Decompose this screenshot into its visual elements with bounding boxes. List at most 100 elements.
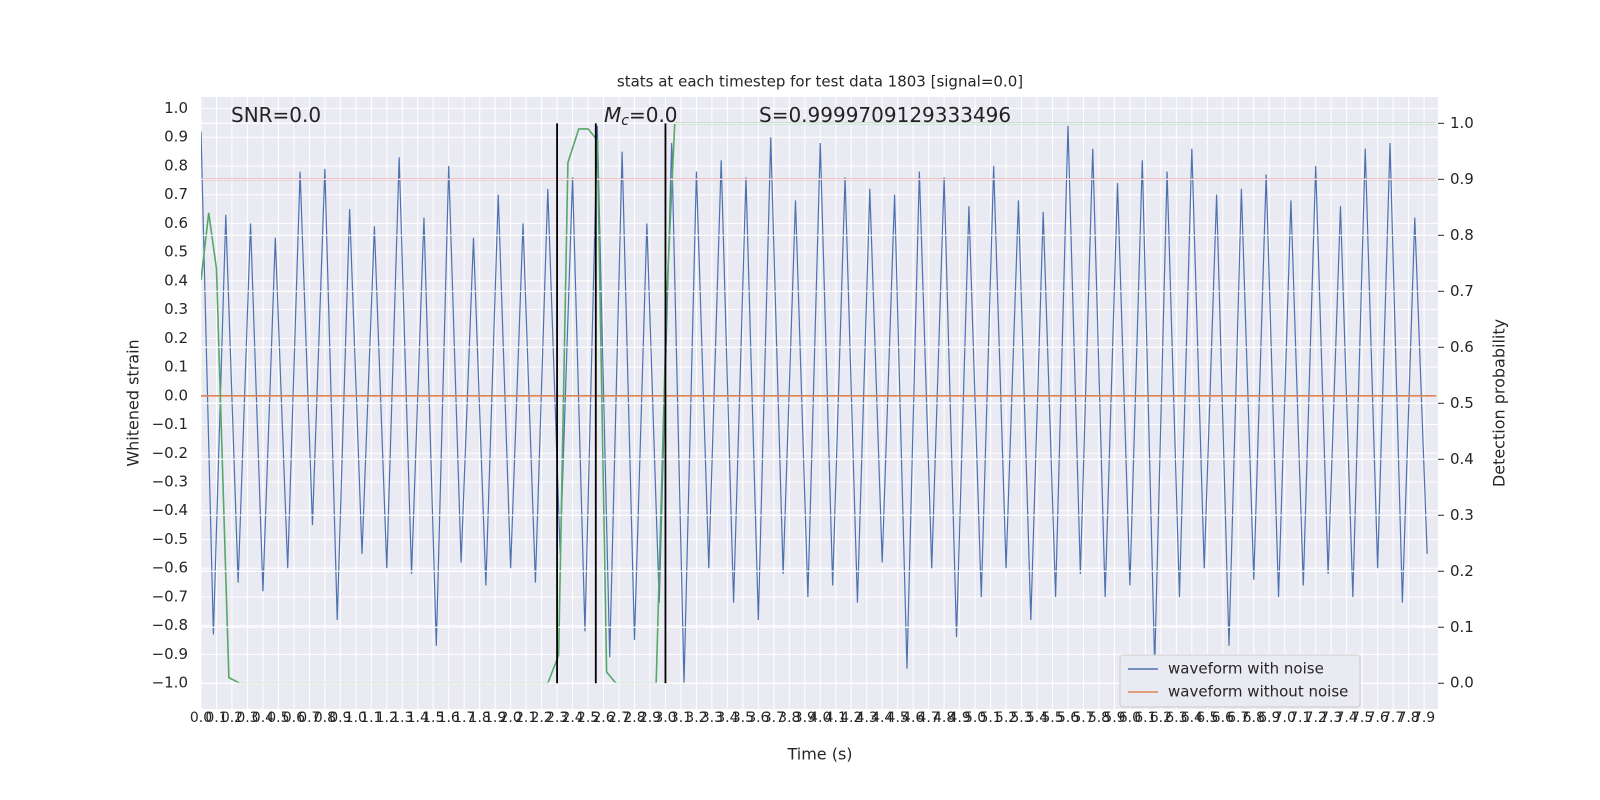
x-tick-label: 0.8 bbox=[314, 710, 336, 726]
x-tick-label: 7.4 bbox=[1336, 710, 1358, 726]
x-tick-label: 3.2 bbox=[685, 710, 707, 726]
x-tick-label: 3.7 bbox=[763, 710, 785, 726]
x-tick-label: 5.5 bbox=[1041, 710, 1063, 726]
y-tick-label: 0.5 bbox=[164, 243, 188, 261]
x-tick-label: 4.2 bbox=[840, 710, 862, 726]
x-tick-label: 4.5 bbox=[887, 710, 909, 726]
y-tick-label: −0.9 bbox=[152, 645, 188, 663]
y-tick-label: −0.7 bbox=[152, 587, 188, 605]
x-tick-label: 1.2 bbox=[376, 710, 398, 726]
x-tick-label: 2.2 bbox=[530, 710, 552, 726]
y2-axis-label: Detection probability bbox=[1490, 319, 1509, 487]
y-tick-label: −0.1 bbox=[152, 415, 188, 433]
x-tick-label: 6.9 bbox=[1258, 710, 1280, 726]
y-tick-label: 0.6 bbox=[164, 214, 188, 232]
y2-tick-label: 0.4 bbox=[1450, 450, 1474, 468]
y-tick-label: 0.1 bbox=[164, 358, 188, 376]
y-axis-label: Whitened strain bbox=[124, 339, 143, 466]
y-tick-label: 0.4 bbox=[164, 271, 188, 289]
annotation-subscript: c bbox=[621, 113, 629, 129]
x-tick-label: 7.3 bbox=[1320, 710, 1342, 726]
x-tick-label: 6.5 bbox=[1196, 710, 1218, 726]
y2-tick-label: 0.2 bbox=[1450, 562, 1474, 580]
x-tick-label: 5.8 bbox=[1088, 710, 1110, 726]
x-tick-label: 4.4 bbox=[871, 710, 893, 726]
annotation-text: SNR=0.0 bbox=[231, 103, 321, 127]
x-tick-label: 7.7 bbox=[1382, 710, 1404, 726]
y-tick-label: −0.5 bbox=[152, 530, 188, 548]
x-tick-label: 6.7 bbox=[1227, 710, 1249, 726]
y-tick-label: 0.7 bbox=[164, 185, 188, 203]
y-tick-label: −0.4 bbox=[152, 501, 188, 519]
x-tick-label: 3.5 bbox=[732, 710, 754, 726]
x-tick-label: 5.4 bbox=[1026, 710, 1048, 726]
x-tick-label: 7.9 bbox=[1413, 710, 1435, 726]
annotation: SNR=0.0 bbox=[231, 103, 321, 127]
annotation: S=0.9999709129333496 bbox=[759, 103, 1011, 127]
y-tick-label: 0.0 bbox=[164, 386, 188, 404]
x-tick-label: 1.7 bbox=[453, 710, 475, 726]
x-tick-label: 3.9 bbox=[794, 710, 816, 726]
x-tick-label: 4.8 bbox=[933, 710, 955, 726]
annotation: Mc=0.0 bbox=[604, 103, 678, 130]
x-tick-label: 1.4 bbox=[407, 710, 429, 726]
x-tick-label: 3.4 bbox=[716, 710, 738, 726]
x-tick-label: 1.6 bbox=[438, 710, 460, 726]
annotation-text: M bbox=[604, 103, 621, 127]
x-tick-label: 7.5 bbox=[1351, 710, 1373, 726]
x-tick-label: 3.3 bbox=[701, 710, 723, 726]
x-tick-label: 0.6 bbox=[283, 710, 305, 726]
y-tick-label: −0.6 bbox=[152, 559, 188, 577]
x-tick-label: 1.8 bbox=[469, 710, 491, 726]
x-axis-label: Time (s) bbox=[786, 745, 852, 764]
x-tick-label: 3.0 bbox=[654, 710, 676, 726]
x-tick-label: 2.1 bbox=[515, 710, 537, 726]
x-tick-label: 6.6 bbox=[1212, 710, 1234, 726]
y2-tick-label: 0.6 bbox=[1450, 338, 1474, 356]
x-tick-label: 1.0 bbox=[345, 710, 367, 726]
y-tick-label: 0.2 bbox=[164, 329, 188, 347]
plot-lines bbox=[201, 122, 1438, 685]
x-tick-label: 4.7 bbox=[918, 710, 940, 726]
x-tick-label: 7.2 bbox=[1305, 710, 1327, 726]
x-tick-label: 2.8 bbox=[623, 710, 645, 726]
y-tick-label: 0.3 bbox=[164, 300, 188, 318]
x-tick-label: 6.4 bbox=[1181, 710, 1203, 726]
x-tick-label: 1.5 bbox=[422, 710, 444, 726]
x-tick-label: 3.1 bbox=[670, 710, 692, 726]
x-tick-label: 1.9 bbox=[484, 710, 506, 726]
x-tick-label: 7.8 bbox=[1397, 710, 1419, 726]
x-tick-label: 4.0 bbox=[809, 710, 831, 726]
x-tick-label: 7.1 bbox=[1289, 710, 1311, 726]
x-tick-label: 5.1 bbox=[979, 710, 1001, 726]
y2-tick-label: 0.0 bbox=[1450, 674, 1474, 692]
series-line bbox=[201, 122, 1437, 685]
series-line bbox=[201, 125, 1428, 684]
y-tick-label: −1.0 bbox=[152, 674, 188, 692]
x-tick-label: 0.4 bbox=[252, 710, 274, 726]
x-tick-label: 6.2 bbox=[1150, 710, 1172, 726]
y2-tick-label: 0.7 bbox=[1450, 282, 1474, 300]
x-tick-label: 0.7 bbox=[298, 710, 320, 726]
x-tick-label: 2.9 bbox=[639, 710, 661, 726]
y-tick-label: 0.8 bbox=[164, 156, 188, 174]
y-tick-label: −0.3 bbox=[152, 473, 188, 491]
y-tick-label: −0.2 bbox=[152, 444, 188, 462]
legend-box bbox=[1119, 654, 1361, 708]
x-tick-label: 3.6 bbox=[747, 710, 769, 726]
annotation-suffix: =0.0 bbox=[629, 103, 678, 127]
x-tick-label: 7.6 bbox=[1366, 710, 1388, 726]
y-tick-label: −0.8 bbox=[152, 616, 188, 634]
x-tick-label: 2.3 bbox=[546, 710, 568, 726]
x-tick-label: 5.3 bbox=[1010, 710, 1032, 726]
legend-label: waveform with noise bbox=[1168, 660, 1324, 678]
x-tick-label: 4.9 bbox=[948, 710, 970, 726]
x-tick-label: 2.7 bbox=[608, 710, 630, 726]
x-tick-label: 2.6 bbox=[592, 710, 614, 726]
x-tick-label: 5.7 bbox=[1072, 710, 1094, 726]
x-tick-label: 0.0 bbox=[190, 710, 212, 726]
x-tick-label: 6.1 bbox=[1134, 710, 1156, 726]
x-tick-label: 2.4 bbox=[561, 710, 583, 726]
x-tick-label: 6.3 bbox=[1165, 710, 1187, 726]
x-tick-label: 0.1 bbox=[205, 710, 227, 726]
